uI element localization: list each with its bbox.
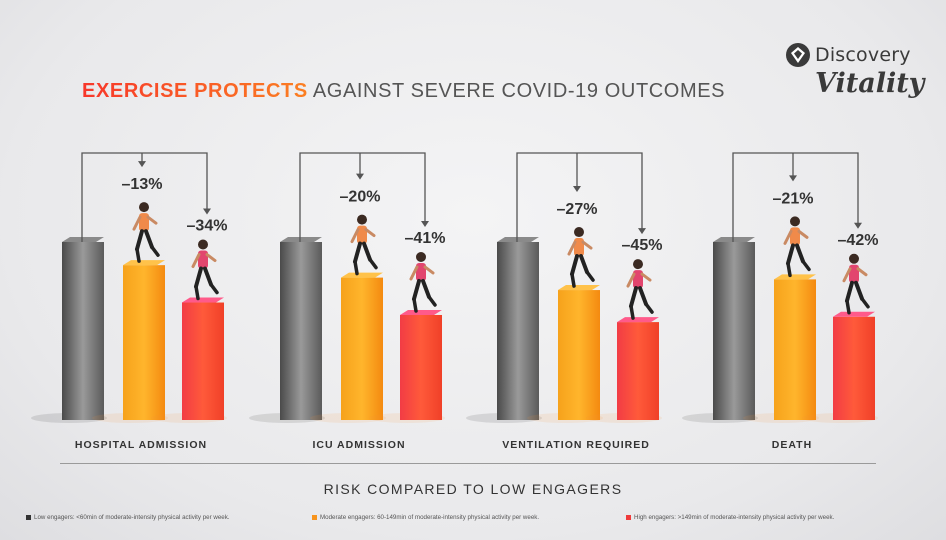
arrow-down-icon xyxy=(638,228,646,235)
bar-group-ventilation-required: –27% –45% VENTILATION REQUIRED xyxy=(466,152,663,451)
walker-figure xyxy=(783,216,811,278)
data-label-high-0: –34% xyxy=(187,218,228,235)
bar-top-low-1 xyxy=(280,237,322,242)
bar-low-0 xyxy=(62,242,104,420)
bar-top-low-2 xyxy=(497,237,539,242)
data-label-high-1: –41% xyxy=(405,230,446,247)
arrow-down-icon xyxy=(573,186,581,193)
legend-label-moderate: Moderate engagers: 60-149min of moderate… xyxy=(320,514,540,521)
bracket-connector xyxy=(516,152,643,242)
discovery-vitality-logo: Discovery Vitality xyxy=(783,36,933,116)
walker-figure xyxy=(567,227,595,288)
chart-title: EXERCISE PROTECTS AGAINST SEVERE COVID-1… xyxy=(82,80,725,103)
bar-group-hospital-admission: –13% –34% HOSPITAL ADMISSION xyxy=(31,152,228,451)
category-label: DEATH xyxy=(772,439,812,451)
bar-top-moderate-3 xyxy=(774,274,816,280)
bar-moderate-1 xyxy=(341,277,383,420)
legend-swatch-high xyxy=(626,514,631,520)
bar-top-low-3 xyxy=(713,237,755,242)
runner-figure xyxy=(626,259,654,320)
bar-top-high-0 xyxy=(182,297,224,303)
category-label: HOSPITAL ADMISSION xyxy=(75,439,207,451)
bar-high-3 xyxy=(833,316,875,420)
legend-label-high: High engagers: >149min of moderate-inten… xyxy=(634,514,835,521)
category-label: ICU ADMISSION xyxy=(312,439,405,451)
title-accent: EXERCISE PROTECTS xyxy=(82,80,308,102)
data-label-moderate-2: –27% xyxy=(557,201,598,218)
bracket-connector xyxy=(732,152,859,242)
title-rest: AGAINST SEVERE COVID-19 OUTCOMES xyxy=(312,80,726,102)
bar-top-low-0 xyxy=(62,237,104,242)
legend-swatch-low xyxy=(26,514,31,520)
legend-label-low: Low engagers: <60min of moderate-intensi… xyxy=(34,514,230,521)
walker-figure xyxy=(132,202,160,263)
legend-item-low: Low engagers: <60min of moderate-intensi… xyxy=(26,514,230,521)
arrow-down-icon xyxy=(789,175,797,182)
runner-figure xyxy=(842,253,870,315)
bar-top-moderate-2 xyxy=(558,285,600,291)
bar-chart: –13% –34% HOSPITAL ADMISSION –20% –41% ICU AD… xyxy=(31,152,879,451)
data-label-high-3: –42% xyxy=(838,232,879,249)
walker-figure xyxy=(350,214,378,276)
bar-top-high-3 xyxy=(833,311,875,317)
bar-moderate-0 xyxy=(123,265,165,420)
bracket-connector xyxy=(81,152,208,242)
category-label: VENTILATION REQUIRED xyxy=(502,439,650,451)
arrow-down-icon xyxy=(421,220,429,227)
bar-top-moderate-0 xyxy=(123,260,165,266)
bar-moderate-2 xyxy=(558,290,600,420)
legend-swatch-moderate xyxy=(312,514,317,520)
logo-sub: Vitality xyxy=(815,68,925,99)
chart-subtitle: RISK COMPARED TO LOW ENGAGERS xyxy=(323,481,623,497)
bar-low-1 xyxy=(280,242,322,420)
arrow-down-icon xyxy=(854,222,862,229)
bar-group-icu-admission: –20% –41% ICU ADMISSION xyxy=(249,152,446,451)
legend-item-high: High engagers: >149min of moderate-inten… xyxy=(626,514,834,521)
bar-high-1 xyxy=(400,314,442,420)
data-label-moderate-3: –21% xyxy=(773,190,814,207)
bar-top-high-1 xyxy=(400,309,442,315)
bar-top-moderate-1 xyxy=(341,272,383,278)
arrow-down-icon xyxy=(138,161,146,168)
bar-moderate-3 xyxy=(774,279,816,420)
arrow-down-icon xyxy=(203,208,211,215)
data-label-moderate-1: –20% xyxy=(340,189,381,206)
bracket-connector xyxy=(299,152,426,242)
bar-low-3 xyxy=(713,242,755,420)
bar-group-death: –21% –42% DEATH xyxy=(682,152,879,451)
chart-divider xyxy=(60,463,876,464)
legend: Low engagers: <60min of moderate-intensi… xyxy=(26,514,926,528)
bar-low-2 xyxy=(497,242,539,420)
bar-high-0 xyxy=(182,302,224,420)
legend-item-moderate: Moderate engagers: 60-149min of moderate… xyxy=(312,514,539,521)
bar-top-high-2 xyxy=(617,317,659,323)
data-label-high-2: –45% xyxy=(622,237,663,254)
runner-figure xyxy=(409,251,437,313)
arrow-down-icon xyxy=(356,173,364,180)
runner-figure xyxy=(191,239,219,301)
data-label-moderate-0: –13% xyxy=(122,176,163,193)
discovery-diamond-icon xyxy=(786,43,810,67)
logo-brand: Discovery xyxy=(815,44,911,66)
bar-high-2 xyxy=(617,322,659,420)
